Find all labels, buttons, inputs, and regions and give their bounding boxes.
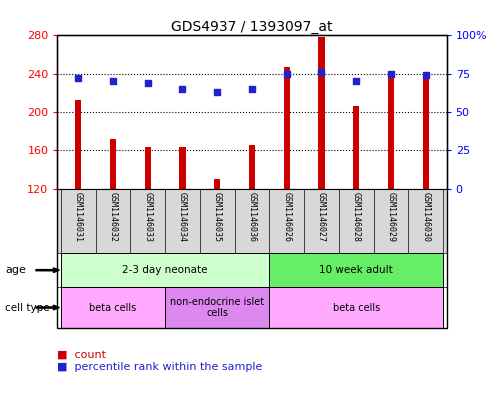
Text: GSM1146030: GSM1146030 bbox=[421, 192, 430, 242]
Bar bbox=[269, 253, 443, 287]
Text: GSM1146027: GSM1146027 bbox=[317, 192, 326, 242]
Text: GSM1146029: GSM1146029 bbox=[387, 192, 396, 242]
Point bbox=[74, 75, 82, 81]
Point bbox=[352, 78, 360, 84]
Text: GSM1146031: GSM1146031 bbox=[74, 192, 83, 242]
Bar bbox=[179, 147, 186, 189]
Bar bbox=[61, 287, 165, 328]
Text: GSM1146026: GSM1146026 bbox=[282, 192, 291, 242]
Bar bbox=[283, 67, 290, 189]
Bar bbox=[145, 147, 151, 189]
Point bbox=[317, 69, 325, 75]
Point bbox=[213, 89, 221, 95]
Bar bbox=[165, 287, 269, 328]
Bar bbox=[214, 179, 221, 189]
Text: cell type: cell type bbox=[5, 303, 49, 312]
Bar bbox=[110, 139, 116, 189]
Bar bbox=[249, 145, 255, 189]
Text: GSM1146035: GSM1146035 bbox=[213, 192, 222, 242]
Text: ■  count: ■ count bbox=[57, 350, 106, 360]
Text: non-endocrine islet
cells: non-endocrine islet cells bbox=[170, 297, 264, 318]
Point bbox=[248, 86, 256, 92]
Text: ■  percentile rank within the sample: ■ percentile rank within the sample bbox=[57, 362, 263, 371]
Text: beta cells: beta cells bbox=[333, 303, 380, 312]
Bar bbox=[75, 99, 81, 189]
Point bbox=[422, 72, 430, 78]
Text: age: age bbox=[5, 265, 26, 275]
Text: 2-3 day neonate: 2-3 day neonate bbox=[122, 265, 208, 275]
Bar bbox=[353, 106, 359, 189]
Text: 10 week adult: 10 week adult bbox=[319, 265, 393, 275]
Point bbox=[387, 70, 395, 77]
Text: GSM1146032: GSM1146032 bbox=[108, 192, 117, 242]
Text: GSM1146036: GSM1146036 bbox=[248, 192, 256, 242]
Bar bbox=[61, 253, 269, 287]
Point bbox=[179, 86, 187, 92]
Text: beta cells: beta cells bbox=[89, 303, 137, 312]
Point bbox=[144, 80, 152, 86]
Text: GSM1146028: GSM1146028 bbox=[352, 192, 361, 242]
Bar bbox=[318, 37, 325, 189]
Point bbox=[283, 70, 291, 77]
Text: GSM1146033: GSM1146033 bbox=[143, 192, 152, 242]
Title: GDS4937 / 1393097_at: GDS4937 / 1393097_at bbox=[171, 20, 333, 34]
Bar bbox=[388, 77, 394, 189]
Text: GSM1146034: GSM1146034 bbox=[178, 192, 187, 242]
Bar bbox=[269, 287, 443, 328]
Bar bbox=[423, 77, 429, 189]
Point bbox=[109, 78, 117, 84]
